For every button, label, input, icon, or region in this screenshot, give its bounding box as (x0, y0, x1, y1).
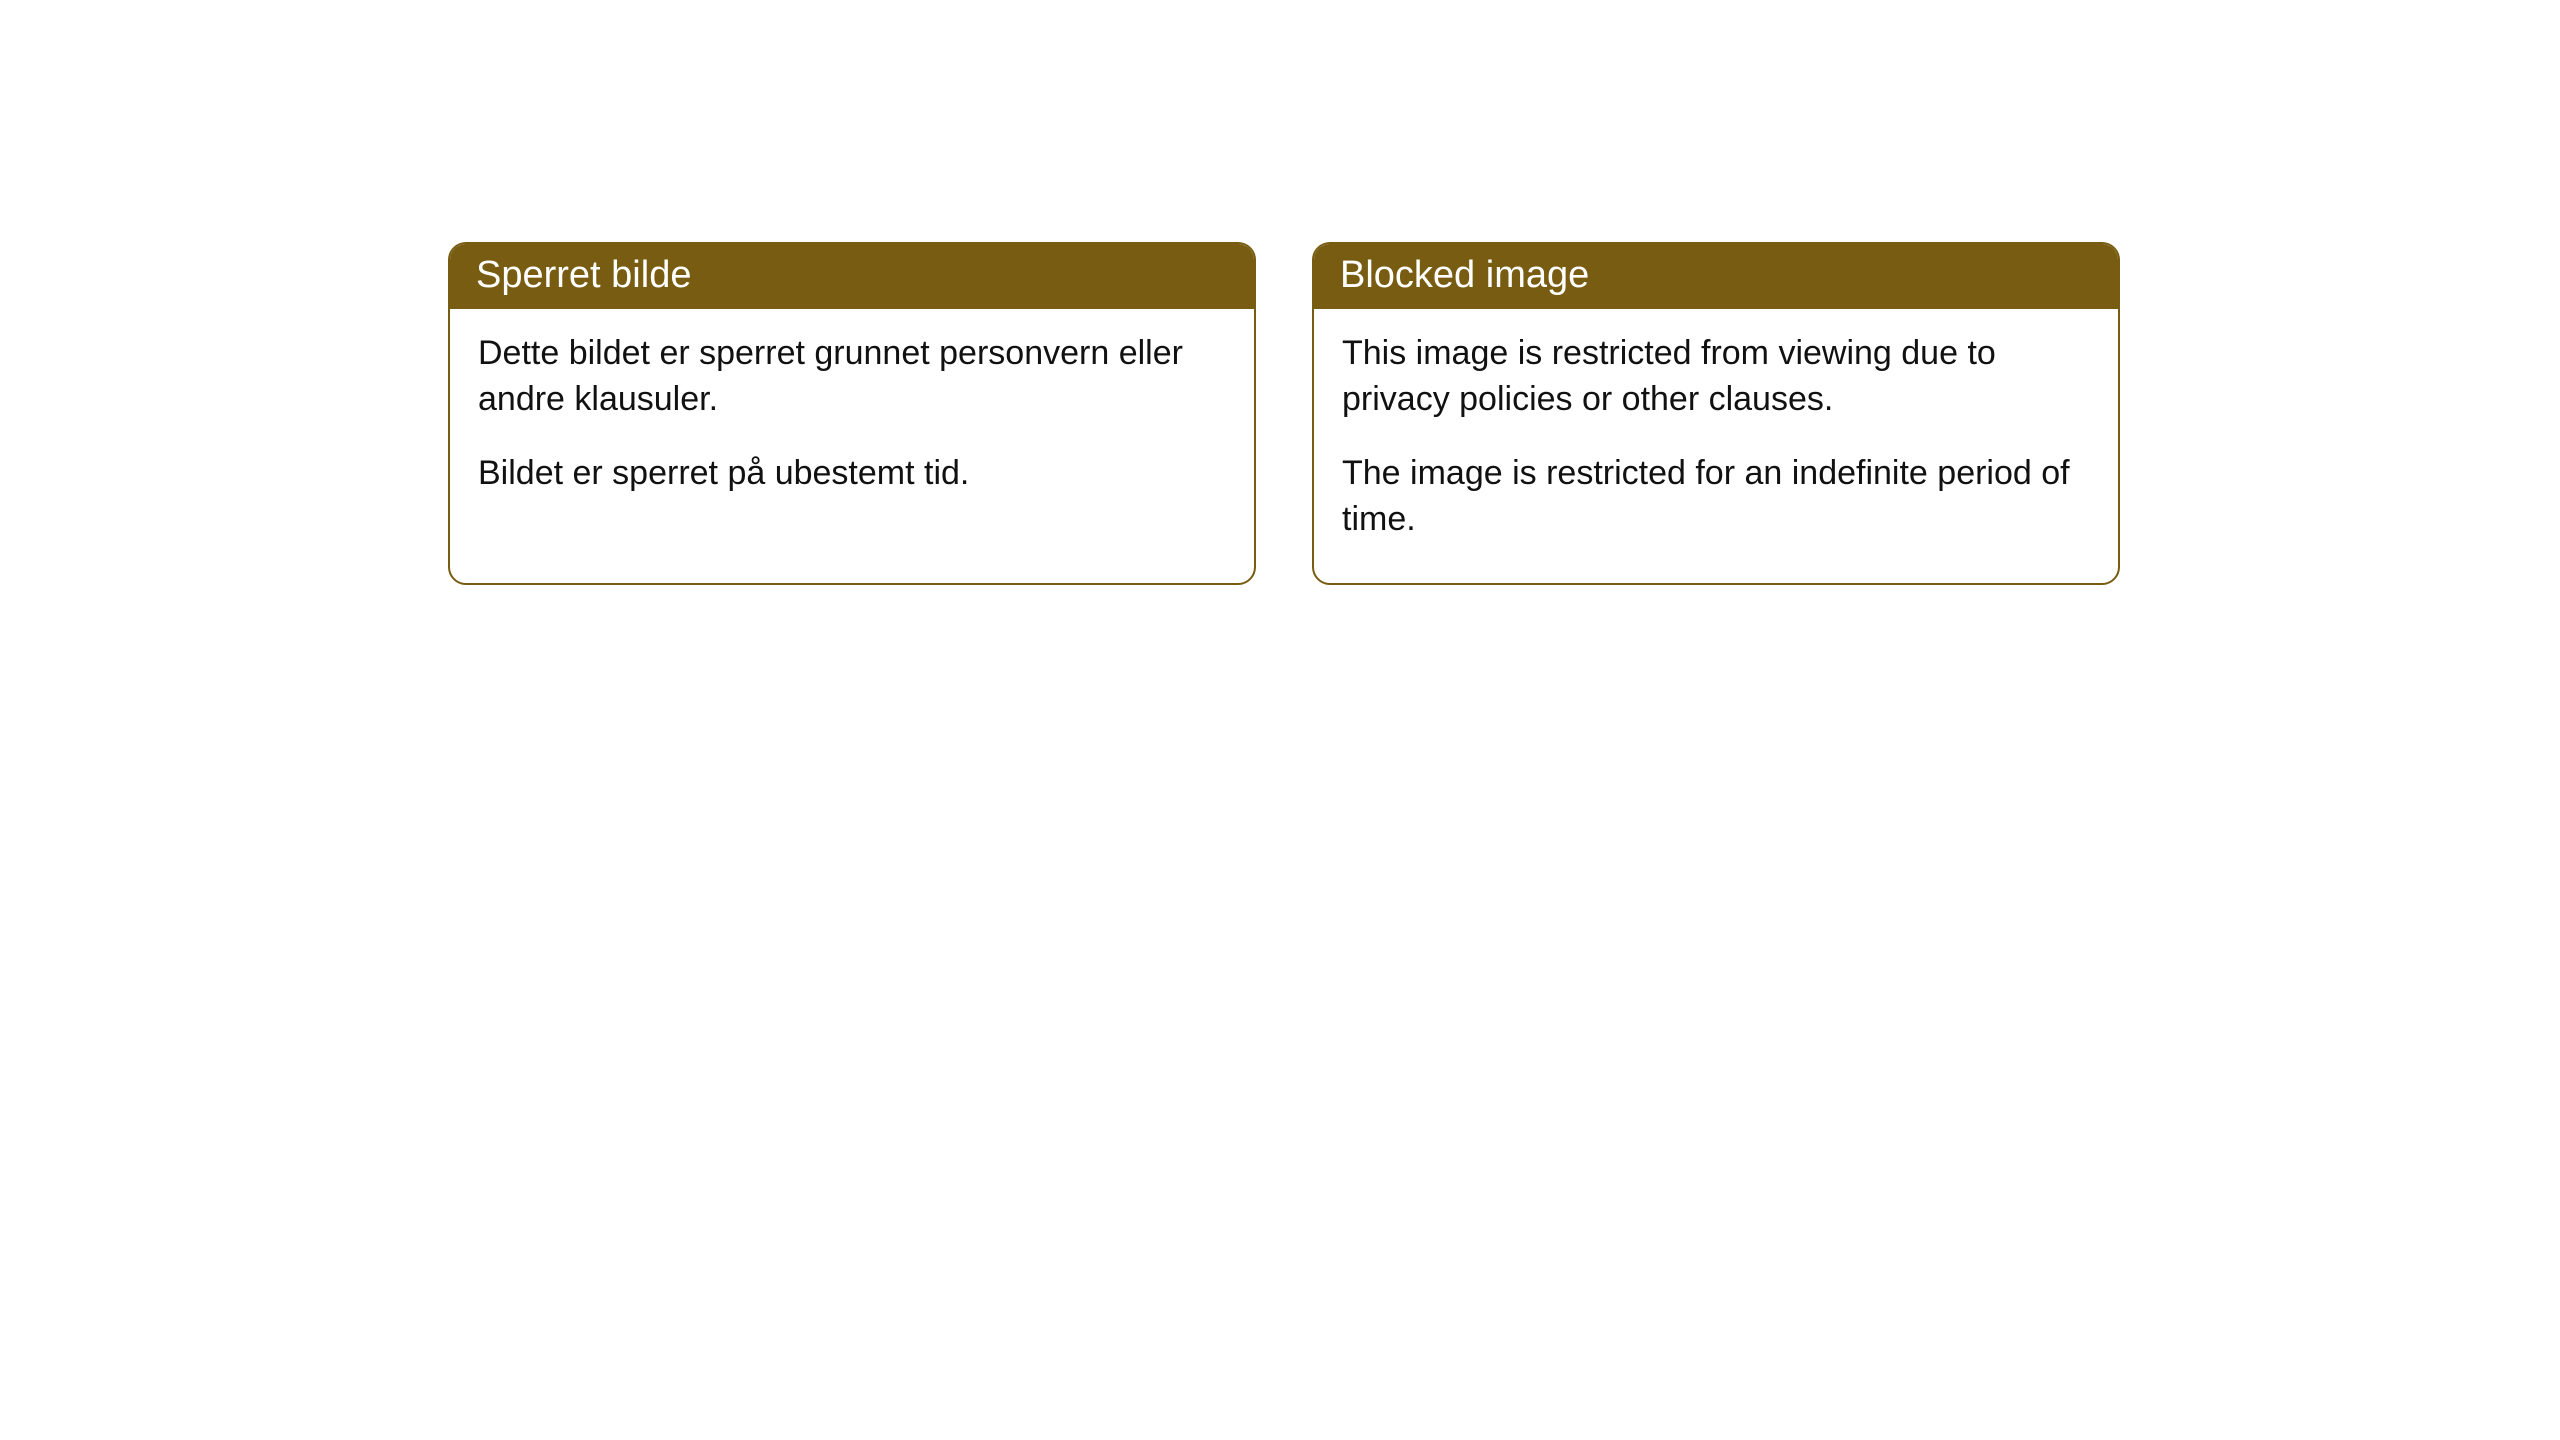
notice-paragraph: Bildet er sperret på ubestemt tid. (478, 451, 1226, 497)
notice-card-title: Sperret bilde (450, 244, 1254, 309)
notice-card-body: This image is restricted from viewing du… (1314, 309, 2118, 583)
notice-card-body: Dette bildet er sperret grunnet personve… (450, 309, 1254, 537)
notice-paragraph: This image is restricted from viewing du… (1342, 331, 2090, 423)
notice-cards-container: Sperret bilde Dette bildet er sperret gr… (448, 242, 2120, 585)
notice-paragraph: The image is restricted for an indefinit… (1342, 451, 2090, 543)
notice-card-english: Blocked image This image is restricted f… (1312, 242, 2120, 585)
notice-paragraph: Dette bildet er sperret grunnet personve… (478, 331, 1226, 423)
notice-card-norwegian: Sperret bilde Dette bildet er sperret gr… (448, 242, 1256, 585)
notice-card-title: Blocked image (1314, 244, 2118, 309)
